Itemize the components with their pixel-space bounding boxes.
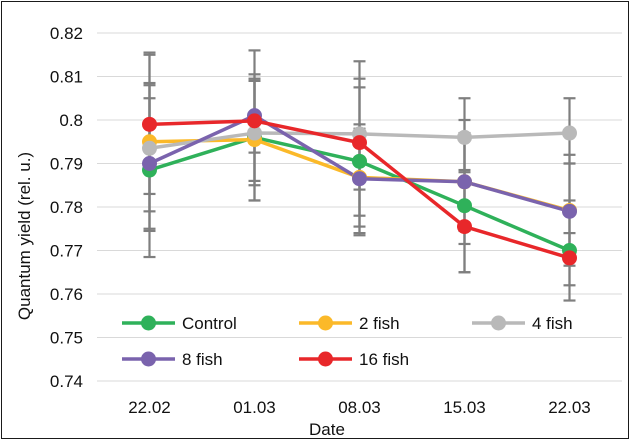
x-tick-label: 22.02 (128, 398, 171, 417)
x-tick-label: 22.03 (548, 398, 591, 417)
legend-item: 4 fish (472, 314, 573, 333)
legend-swatch-marker (141, 315, 156, 331)
y-tick-label: 0.77 (50, 242, 83, 261)
legend-swatch-marker (491, 315, 506, 331)
legend-label: 2 fish (359, 314, 400, 333)
data-point (562, 125, 577, 141)
y-tick-label: 0.79 (50, 155, 83, 174)
series-lines (142, 108, 577, 266)
data-point (457, 198, 472, 214)
y-tick-label: 0.74 (50, 372, 83, 391)
legend-item: Control (122, 314, 237, 333)
x-axis-title: Date (309, 420, 345, 439)
data-point (457, 129, 472, 145)
legend-item: 8 fish (122, 350, 223, 369)
legend-label: 8 fish (182, 350, 223, 369)
y-tick-label: 0.76 (50, 285, 83, 304)
legend-label: 16 fish (359, 350, 409, 369)
data-point (457, 174, 472, 190)
legend-item: 2 fish (299, 314, 400, 333)
data-point (352, 153, 367, 169)
x-axis-ticks: 22.02 01.03 08.03 15.03 22.03 (128, 398, 591, 417)
y-tick-label: 0.75 (50, 329, 83, 348)
y-tick-label: 0.8 (59, 111, 83, 130)
legend-swatch-marker (318, 315, 333, 331)
y-tick-label: 0.78 (50, 198, 83, 217)
data-point (457, 219, 472, 235)
y-tick-label: 0.82 (50, 24, 83, 43)
data-point (142, 116, 157, 132)
x-tick-label: 15.03 (443, 398, 486, 417)
data-point (247, 125, 262, 141)
data-point (247, 113, 262, 129)
legend-item: 16 fish (299, 350, 409, 369)
legend-swatch-marker (141, 351, 156, 367)
y-axis-ticks: 0.74 0.75 0.76 0.77 0.78 0.79 0.8 0.81 0.82 (50, 24, 83, 391)
data-point (142, 140, 157, 156)
x-tick-label: 01.03 (233, 398, 276, 417)
x-tick-label: 08.03 (338, 398, 381, 417)
legend-label: 4 fish (532, 314, 573, 333)
y-axis-title: Quantum yield (rel. u.) (15, 152, 34, 320)
legend-swatch-marker (318, 351, 333, 367)
legend: Control 2 fish 4 fish 8 fish 16 fish (122, 314, 573, 369)
y-tick-label: 0.81 (50, 68, 83, 87)
data-point (562, 203, 577, 219)
data-point (352, 135, 367, 151)
legend-label: Control (182, 314, 237, 333)
data-point (142, 156, 157, 171)
data-point (562, 250, 577, 266)
data-point (352, 171, 367, 187)
